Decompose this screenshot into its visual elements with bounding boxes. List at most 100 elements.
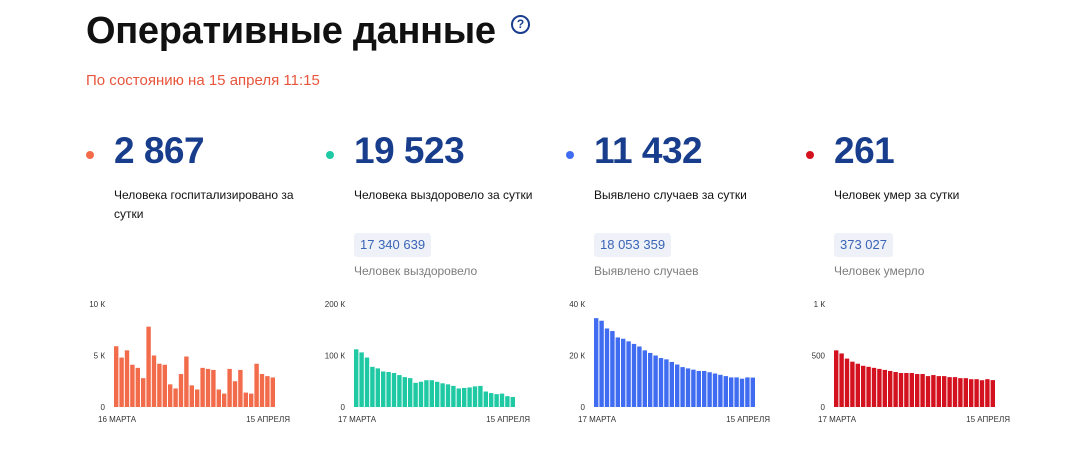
chart-bar [642, 350, 647, 407]
chart-bar [936, 376, 941, 407]
y-tick-label: 0 [821, 403, 826, 412]
x-start-label: 17 МАРТА [338, 415, 377, 424]
bullet-dot-icon [566, 151, 574, 159]
chart-bar [402, 377, 407, 407]
chart-bar [222, 393, 227, 407]
y-tick-label: 100 К [325, 352, 346, 361]
y-tick-label: 20 К [569, 352, 585, 361]
chart-bar [216, 389, 221, 407]
chart-bar [599, 320, 604, 407]
chart-bar [205, 368, 211, 407]
chart-bar [664, 359, 669, 407]
chart-bar [135, 367, 140, 407]
chart-bar [610, 331, 615, 407]
chart-bar [861, 365, 866, 407]
chart-bar [925, 376, 931, 407]
chart-bar [637, 346, 642, 407]
chart-bar [429, 380, 434, 407]
chart-bar [141, 378, 146, 407]
help-question-icon[interactable]: ? [511, 15, 530, 34]
chart-bar [974, 379, 979, 407]
chart-bar [685, 368, 691, 408]
chart-bar [893, 371, 898, 407]
recovered-value: 19 523 [354, 130, 465, 171]
y-tick-label: 200 К [325, 300, 346, 309]
chart-bar [467, 387, 472, 407]
chart-bar [370, 366, 375, 407]
chart-bar [680, 367, 685, 407]
cases-caption: Выявлено случаев за сутки [594, 188, 747, 202]
chart-hospitalized: 0 5 К 10 К 16 МАРТА 15 АПРЕЛЯ [89, 300, 290, 424]
chart-bar [844, 358, 850, 407]
chart-bar [364, 357, 370, 407]
cases-value: 11 432 [594, 130, 703, 171]
chart-bar [734, 377, 739, 407]
chart-bar [146, 326, 151, 407]
y-tick-label: 10 К [89, 300, 105, 309]
chart-bar [621, 338, 626, 407]
recovered-caption: Человека выздоровело за сутки [354, 188, 533, 202]
chart-bar [270, 377, 275, 407]
x-end-label: 15 АПРЕЛЯ [726, 415, 770, 424]
y-tick-label: 0 [101, 403, 106, 412]
chart-bar [265, 376, 270, 407]
chart-bar [391, 373, 397, 407]
x-end-label: 15 АПРЕЛЯ [486, 415, 530, 424]
chart-bar [249, 393, 254, 407]
chart-bar [478, 385, 483, 407]
chart-bar [594, 318, 599, 407]
chart-bar [707, 372, 712, 407]
y-tick-label: 40 К [569, 300, 585, 309]
chart-bar [979, 380, 985, 407]
chart-bar [178, 374, 184, 407]
y-tick-label: 0 [341, 403, 346, 412]
chart-bar [931, 375, 936, 407]
deaths-total-badge[interactable]: 373 027 [834, 233, 893, 257]
chart-cases: 0 20 К 40 К 17 МАРТА 15 АПРЕЛЯ [569, 300, 770, 424]
chart-bar [259, 374, 265, 407]
chart-bar [238, 369, 243, 407]
chart-bar [691, 369, 696, 407]
recovered-total-badge[interactable]: 17 340 639 [354, 233, 432, 257]
chart-bar [472, 386, 478, 407]
x-start-label: 16 МАРТА [98, 415, 137, 424]
chart-bar [243, 392, 248, 407]
chart-bar [494, 394, 499, 408]
chart-bar [200, 367, 205, 407]
hospitalized-value: 2 867 [114, 130, 205, 171]
chart-bar [418, 381, 424, 407]
chart-bar [958, 378, 963, 407]
chart-bar [696, 370, 701, 407]
chart-bar [397, 375, 402, 407]
chart-bar [871, 367, 877, 407]
chart-bar [189, 385, 194, 407]
chart-bar [653, 355, 658, 407]
chart-bar [381, 371, 386, 407]
cases-total-badge[interactable]: 18 053 359 [594, 233, 672, 257]
chart-bar [168, 384, 173, 407]
chart-bar [130, 364, 135, 407]
chart-bar [375, 368, 380, 408]
chart-bar [451, 385, 456, 407]
x-end-label: 15 АПРЕЛЯ [246, 415, 290, 424]
chart-bar [483, 391, 488, 407]
chart-bar [413, 382, 418, 407]
hospitalized-caption: Человека госпитализировано за сутки [114, 188, 294, 221]
chart-bar [920, 374, 925, 407]
deaths-total-label: Человек умерло [834, 264, 925, 278]
chart-bar [942, 376, 947, 407]
y-tick-label: 5 К [94, 352, 106, 361]
deaths-value: 261 [834, 130, 895, 171]
chart-bar [834, 350, 839, 407]
chart-bar [915, 374, 920, 407]
chart-bar [162, 364, 167, 407]
chart-bar [750, 377, 755, 407]
chart-bar [615, 337, 620, 407]
chart-bar [850, 361, 855, 407]
chart-bar [510, 396, 515, 407]
chart-bar [739, 378, 745, 407]
chart-bar [877, 368, 882, 407]
y-tick-label: 0 [581, 403, 586, 412]
chart-bar [456, 388, 461, 407]
chart-bar [963, 378, 968, 407]
